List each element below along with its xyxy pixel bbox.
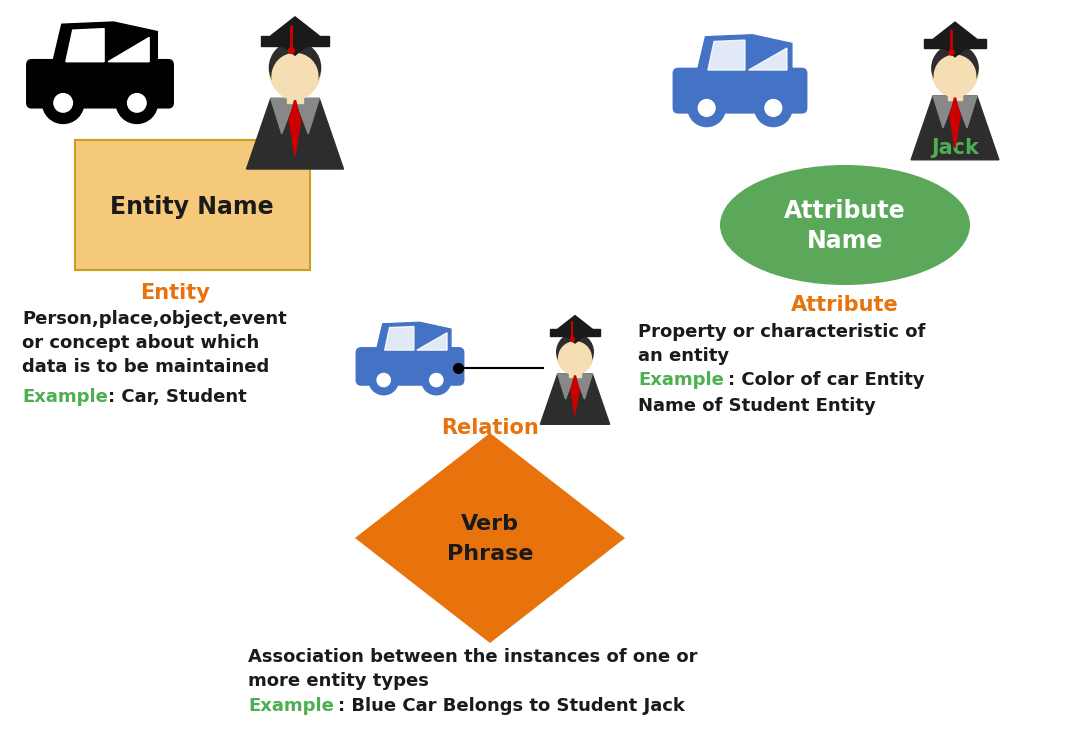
Text: : Color of car Entity: : Color of car Entity [728, 371, 925, 389]
Polygon shape [52, 22, 157, 65]
Polygon shape [246, 99, 344, 169]
Text: Attribute: Attribute [791, 295, 899, 315]
FancyBboxPatch shape [673, 68, 806, 113]
Circle shape [688, 89, 725, 127]
Text: Property or characteristic of: Property or characteristic of [638, 323, 926, 341]
Text: more entity types: more entity types [248, 672, 429, 690]
Polygon shape [271, 17, 320, 55]
Ellipse shape [720, 165, 970, 285]
Text: Example: Example [22, 388, 108, 406]
FancyBboxPatch shape [357, 348, 464, 385]
Circle shape [272, 53, 318, 99]
Polygon shape [912, 96, 998, 160]
Text: Entity Name: Entity Name [111, 195, 274, 219]
Text: Name: Name [806, 229, 883, 253]
Text: : Car, Student: : Car, Student [108, 388, 247, 406]
Polygon shape [417, 333, 447, 350]
Text: an entity: an entity [638, 347, 730, 365]
Polygon shape [933, 96, 955, 128]
Circle shape [557, 334, 593, 370]
Text: Example: Example [638, 371, 724, 389]
Polygon shape [540, 374, 609, 424]
Text: Association between the instances of one or: Association between the instances of one… [248, 648, 697, 666]
Polygon shape [950, 96, 960, 148]
FancyBboxPatch shape [551, 329, 599, 336]
Polygon shape [271, 99, 295, 134]
Text: Attribute: Attribute [784, 199, 906, 223]
Polygon shape [295, 99, 320, 134]
Circle shape [54, 93, 73, 112]
Circle shape [369, 365, 399, 395]
Circle shape [557, 337, 593, 373]
Circle shape [934, 55, 976, 96]
Polygon shape [697, 35, 792, 73]
Polygon shape [289, 99, 300, 156]
Circle shape [558, 342, 592, 375]
FancyBboxPatch shape [75, 140, 310, 270]
Polygon shape [108, 37, 150, 62]
Circle shape [128, 93, 146, 112]
FancyBboxPatch shape [260, 36, 330, 45]
Circle shape [116, 82, 157, 123]
Bar [947, 86, 963, 100]
Circle shape [429, 373, 443, 387]
Circle shape [754, 89, 792, 127]
Bar [287, 88, 302, 103]
Polygon shape [66, 29, 104, 62]
FancyBboxPatch shape [27, 59, 173, 108]
Text: : Blue Car Belongs to Student Jack: : Blue Car Belongs to Student Jack [338, 697, 685, 715]
Polygon shape [557, 315, 592, 343]
Text: Jack: Jack [931, 138, 979, 158]
Bar [569, 366, 581, 377]
Polygon shape [557, 374, 575, 399]
Circle shape [932, 45, 978, 91]
Circle shape [270, 42, 321, 93]
Polygon shape [575, 374, 592, 399]
Polygon shape [749, 48, 787, 70]
FancyBboxPatch shape [924, 39, 986, 48]
Text: Entity: Entity [140, 283, 210, 303]
Text: or concept about which: or concept about which [22, 334, 259, 352]
Circle shape [765, 99, 782, 116]
Text: Phrase: Phrase [447, 544, 533, 564]
Polygon shape [708, 40, 745, 70]
Text: Relation: Relation [441, 418, 539, 438]
Circle shape [42, 82, 83, 123]
Circle shape [698, 99, 715, 116]
Polygon shape [571, 374, 579, 415]
Text: data is to be maintained: data is to be maintained [22, 358, 269, 376]
Text: Example: Example [248, 697, 334, 715]
Text: Verb: Verb [461, 514, 519, 534]
Circle shape [932, 49, 978, 95]
Text: Person,place,object,event: Person,place,object,event [22, 310, 287, 328]
Text: Name of Student Entity: Name of Student Entity [638, 397, 876, 415]
Circle shape [422, 365, 451, 395]
Circle shape [377, 373, 390, 387]
Polygon shape [933, 22, 977, 57]
Polygon shape [385, 326, 414, 350]
Polygon shape [376, 322, 451, 352]
Polygon shape [955, 96, 977, 128]
Polygon shape [354, 433, 625, 643]
Circle shape [270, 47, 321, 98]
